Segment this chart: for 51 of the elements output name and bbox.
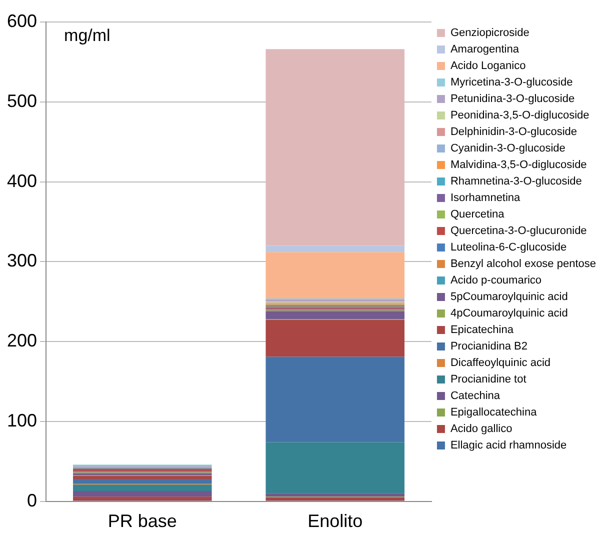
legend-label: Acido gallico [450,423,512,436]
bar [266,356,404,442]
bar [266,320,404,357]
bar [266,246,404,252]
bar [266,49,404,246]
x-tick-label: Enolito [308,511,363,532]
bar [266,442,404,494]
legend-label: Petunidina-3-O-glucoside [450,93,575,106]
legend-label: Epicatechina [450,324,514,336]
legend-label: Catechina [450,390,501,402]
legend-label: Cyanidin-3-O-glucoside [450,142,566,155]
bar [266,311,404,320]
bar [266,493,404,497]
legend-label: Benzyl alcohol exose pentose [450,258,596,270]
legend-label: Peonidina-3,5-O-diglucoside [450,110,590,122]
y-tick-label: 600 [6,10,38,31]
legend-label: Luteolina-6-C-glucoside [450,242,567,254]
legend-label: Procianidina B2 [450,340,528,353]
legend-label: Delphinidin-3-O-glucoside [450,126,578,138]
legend-label: Malvidina-3,5-O-diglucoside [450,159,587,172]
bar [73,476,212,480]
legend-label: 5pCoumaroylquinic acid [450,291,568,304]
bar [266,252,404,298]
legend-label: Procianidine tot [450,374,526,386]
legend-label: Acido Loganico [450,60,526,72]
y-tick-label: 100 [6,410,38,430]
legend-label: Quercetina-3-O-glucuronide [450,225,587,238]
y-tick-label: 200 [6,330,38,351]
legend-label: Rhamnetina-3-O-glucoside [450,176,582,188]
y-tick-label: 300 [6,250,38,271]
y-axis-title: mg/ml [64,26,110,46]
legend-label: Amarogentina [450,44,520,56]
bar [73,484,212,492]
y-tick-label: 500 [6,90,38,111]
legend-label: Quercetina [450,208,506,221]
legend-label: Myricetina-3-O-glucoside [450,76,573,89]
bar [73,491,212,497]
legend-label: Ellagic acid rhamnoside [450,440,567,452]
y-tick-label: 0 [27,490,38,510]
y-tick-label: 400 [6,170,38,191]
legend-label: Acido p-coumarico [450,274,542,287]
x-tick-label: PR base [108,511,177,532]
legend-label: Dicaffeoylquinic acid [450,357,551,370]
bar [266,497,404,501]
bar [73,468,212,472]
legend-label: Isorhamnetina [450,192,522,204]
bar [73,496,212,501]
legend-label: Genziopicroside [450,27,530,40]
legend-label: 4pCoumaroylquinic acid [450,308,568,320]
legend-label: Epigallocatechina [450,406,538,419]
bar [73,479,212,484]
